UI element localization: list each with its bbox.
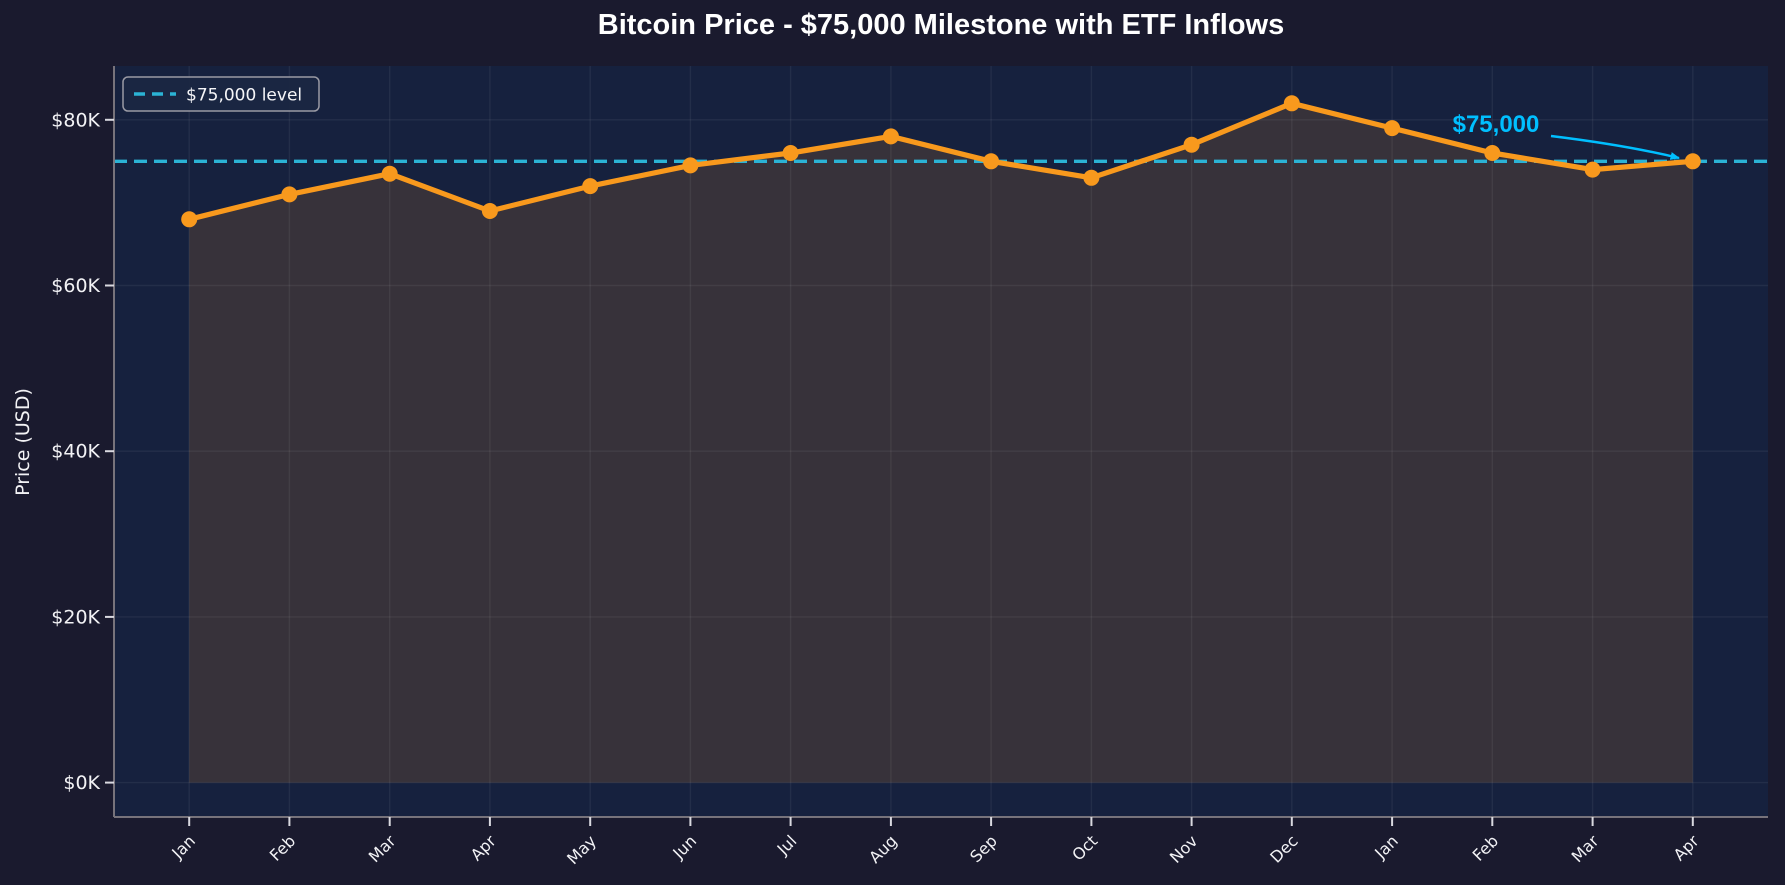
chart-title: Bitcoin Price - $75,000 Milestone with E… [598, 9, 1284, 41]
data-point-marker [181, 211, 198, 228]
legend-label: $75,000 level [186, 86, 302, 106]
data-point-marker [882, 128, 899, 145]
x-tick-label: Mar [365, 831, 400, 866]
data-point-marker [381, 165, 398, 182]
price-line [186, 100, 1696, 222]
y-tick-label: $40K [51, 441, 100, 463]
legend: $75,000 level [122, 76, 320, 112]
data-point-marker [1183, 136, 1200, 153]
y-axis-label: Price (USD) [12, 388, 34, 496]
x-tick-label: Feb [1469, 831, 1502, 864]
y-tick-label: $20K [51, 606, 100, 628]
y-tick-label: $60K [51, 275, 100, 297]
x-tick-label: Sep [966, 831, 1001, 866]
data-point-marker [1083, 169, 1100, 186]
y-tick-label: $0K [63, 772, 100, 794]
data-point-marker [1484, 145, 1501, 161]
x-tick-label: Nov [1166, 831, 1202, 867]
data-point-marker [1384, 120, 1401, 137]
x-tick-label: Apr [467, 831, 500, 864]
series-layer [181, 95, 1701, 228]
area-fill [189, 103, 1693, 783]
x-tick-label: Jan [167, 831, 199, 863]
data-point-marker [1283, 95, 1300, 112]
x-tick-label: Aug [865, 831, 901, 867]
legend-box [122, 76, 320, 112]
x-tick-label: Mar [1568, 831, 1603, 866]
x-tick-label: Jun [668, 831, 700, 863]
data-point-marker [682, 157, 699, 174]
x-tick-label: May [563, 831, 600, 868]
x-tick-label: Dec [1266, 831, 1301, 866]
data-point-marker [1684, 153, 1701, 170]
annotation-label: $75,000 [1453, 111, 1540, 138]
area-fill-layer [189, 103, 1693, 783]
gridline-layer [114, 66, 1768, 817]
data-point-marker [281, 186, 298, 203]
x-tick-label: Apr [1670, 831, 1703, 864]
data-point-marker [1584, 161, 1601, 178]
milestone-annotation: $75,000 [1453, 111, 1680, 160]
data-point-marker [983, 153, 1000, 170]
x-tick-label: Oct [1068, 831, 1101, 864]
data-point-marker [481, 203, 498, 219]
x-tick-label: Jul [773, 831, 801, 859]
data-point-marker [582, 178, 599, 195]
data-point-marker [782, 145, 799, 161]
annotation-arrow [1550, 134, 1680, 160]
x-tick-label: Feb [266, 831, 299, 864]
x-tick-label: Jan [1370, 831, 1402, 863]
y-tick-label: $80K [51, 109, 100, 131]
